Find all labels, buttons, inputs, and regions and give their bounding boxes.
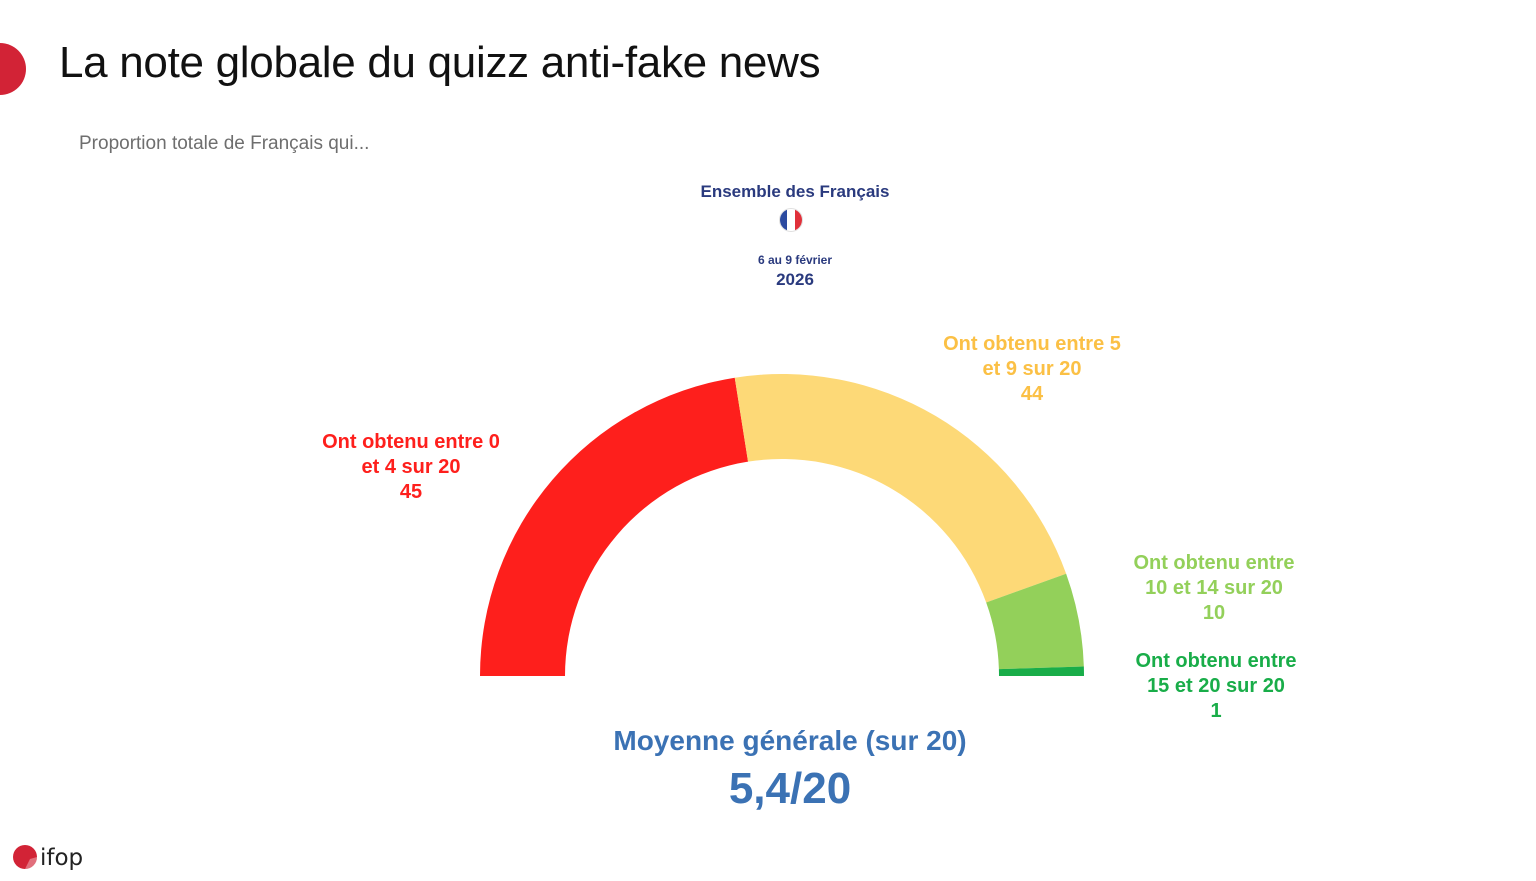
- slice-label-line2: et 9 sur 20: [982, 358, 1082, 380]
- page-subtitle: Proportion totale de Français qui...: [79, 133, 370, 154]
- slice-label-line2: et 4 sur 20: [361, 456, 461, 478]
- slice-label-line1: Ont obtenu entre 0: [322, 431, 500, 453]
- average-value: 5,4/20: [728, 764, 852, 813]
- slice-label-10-14: Ont obtenu entre 10 et 14 sur 20 10: [1084, 551, 1344, 626]
- average-label: Moyenne générale (sur 20): [613, 725, 967, 756]
- slice-value: 10: [1202, 602, 1226, 624]
- population-name: Ensemble des Français: [700, 182, 890, 201]
- population-date: 6 au 9 février: [757, 253, 833, 267]
- gauge-slice-2: [986, 573, 1084, 670]
- gauge-slice-0: [480, 377, 749, 676]
- slice-label-line2: 10 et 14 sur 20: [1145, 577, 1283, 599]
- logo-text: ifop: [40, 845, 83, 871]
- population-year: 2026: [776, 270, 814, 289]
- slice-label-line1: Ont obtenu entre: [1133, 552, 1295, 574]
- slice-label-line2: 15 et 20 sur 20: [1147, 675, 1285, 697]
- ifop-logo: ifop: [13, 845, 83, 871]
- slice-value: 45: [399, 481, 423, 503]
- slice-label-5-9: Ont obtenu entre 5 et 9 sur 20 44: [902, 332, 1162, 407]
- slice-label-line1: Ont obtenu entre 5: [943, 333, 1121, 355]
- slice-value: 1: [1210, 700, 1222, 722]
- slice-label-15-20: Ont obtenu entre 15 et 20 sur 20 1: [1086, 649, 1346, 724]
- slice-label-0-4: Ont obtenu entre 0 et 4 sur 20 45: [281, 430, 541, 505]
- slice-label-line1: Ont obtenu entre: [1135, 650, 1297, 672]
- page-title: La note globale du quizz anti-fake news: [59, 38, 821, 87]
- french-flag-icon: [779, 208, 803, 232]
- gauge-slice-1: [734, 374, 1067, 603]
- gauge-slice-3: [998, 666, 1084, 676]
- slice-value: 44: [1020, 383, 1044, 405]
